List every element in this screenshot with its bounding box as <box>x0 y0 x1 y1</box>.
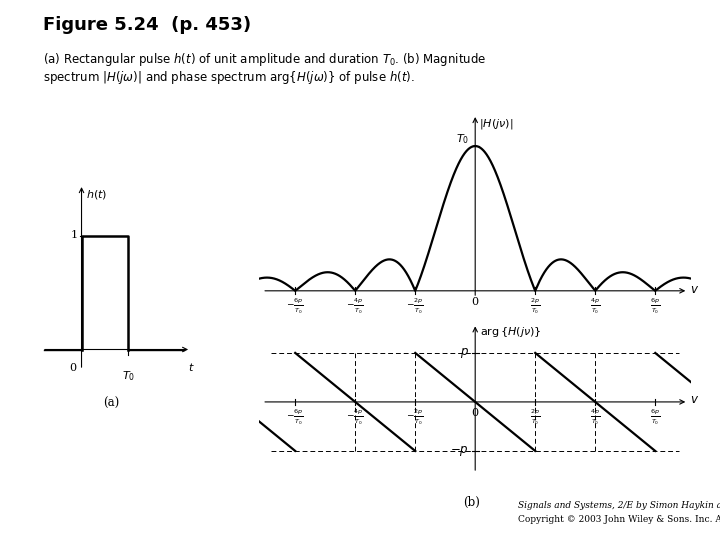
Text: 0: 0 <box>472 296 479 307</box>
Text: $-\frac{6p}{T_0}$: $-\frac{6p}{T_0}$ <box>287 408 304 427</box>
Text: $T_0$: $T_0$ <box>122 369 135 383</box>
Text: $\frac{2p}{T_0}$: $\frac{2p}{T_0}$ <box>530 296 540 316</box>
Text: $p$: $p$ <box>460 346 469 360</box>
Text: $t$: $t$ <box>188 361 194 373</box>
Text: $-\frac{4p}{T_0}$: $-\frac{4p}{T_0}$ <box>346 408 364 427</box>
Text: 0: 0 <box>69 363 76 373</box>
Text: (b): (b) <box>463 496 480 509</box>
Text: $\frac{4p}{T_0}$: $\frac{4p}{T_0}$ <box>590 408 600 427</box>
Text: $\frac{2p}{T_0}$: $\frac{2p}{T_0}$ <box>530 408 540 427</box>
Text: 1: 1 <box>71 231 78 240</box>
Text: Signals and Systems, 2/E by Simon Haykin and Barry Van Veen: Signals and Systems, 2/E by Simon Haykin… <box>518 501 720 510</box>
Text: $T_0$: $T_0$ <box>456 132 469 146</box>
Text: $-\frac{2p}{T_0}$: $-\frac{2p}{T_0}$ <box>406 408 424 427</box>
Text: $v$: $v$ <box>690 283 699 296</box>
Text: $-\frac{2p}{T_0}$: $-\frac{2p}{T_0}$ <box>406 296 424 316</box>
Text: (a) Rectangular pulse $h(t)$ of unit amplitude and duration $T_0$. (b) Magnitude: (a) Rectangular pulse $h(t)$ of unit amp… <box>43 51 487 68</box>
Text: $-p$: $-p$ <box>451 444 469 458</box>
Text: $-\frac{6p}{T_0}$: $-\frac{6p}{T_0}$ <box>287 296 304 316</box>
Text: $\frac{4p}{T_0}$: $\frac{4p}{T_0}$ <box>590 296 600 316</box>
Text: 0: 0 <box>472 408 479 418</box>
Text: $v$: $v$ <box>690 394 699 407</box>
Text: Figure 5.24  (p. 453): Figure 5.24 (p. 453) <box>43 16 251 34</box>
Text: spectrum $|H(j\omega)|$ and phase spectrum arg{$H(j\omega)$} of pulse $h(t)$.: spectrum $|H(j\omega)|$ and phase spectr… <box>43 69 415 85</box>
Text: Copyright © 2003 John Wiley & Sons. Inc. All rights reserved.: Copyright © 2003 John Wiley & Sons. Inc.… <box>518 515 720 524</box>
Text: $\frac{6p}{T_0}$: $\frac{6p}{T_0}$ <box>650 408 660 427</box>
Text: $|H(j\nu)|$: $|H(j\nu)|$ <box>480 117 514 131</box>
Text: $h(t)$: $h(t)$ <box>86 187 107 201</box>
Text: $-\frac{4p}{T_0}$: $-\frac{4p}{T_0}$ <box>346 296 364 316</box>
Text: (a): (a) <box>104 397 120 410</box>
Text: $\frac{6p}{T_0}$: $\frac{6p}{T_0}$ <box>650 296 660 316</box>
Text: $\arg\{H(j\nu)\}$: $\arg\{H(j\nu)\}$ <box>480 325 541 339</box>
